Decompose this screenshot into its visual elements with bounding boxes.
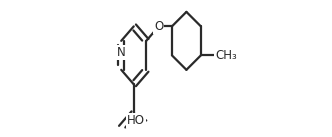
Text: CH₃: CH₃ — [215, 49, 237, 62]
Text: HO: HO — [127, 114, 145, 127]
Text: N: N — [117, 46, 125, 59]
Text: O: O — [154, 20, 163, 33]
